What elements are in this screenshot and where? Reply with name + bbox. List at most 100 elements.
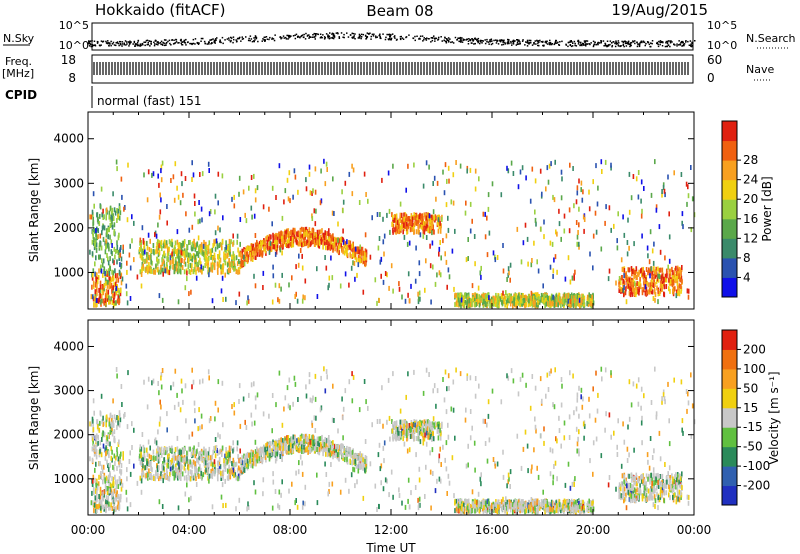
- power-echo: [382, 239, 385, 245]
- velocity-echo: [102, 491, 104, 497]
- power-echo: [294, 237, 297, 243]
- power-echo: [296, 298, 299, 304]
- power-echo: [677, 290, 679, 296]
- nsky-dot: [588, 43, 590, 45]
- nsky-dot: [472, 39, 474, 42]
- power-echo: [526, 236, 529, 242]
- nsky-dot: [438, 36, 440, 39]
- nsky-dot: [144, 44, 146, 47]
- power-echo: [337, 237, 339, 243]
- velocity-echo: [96, 508, 98, 514]
- power-echo: [131, 238, 133, 244]
- colorbar-tick-label: 24: [743, 173, 758, 187]
- nsky-dot: [447, 41, 450, 43]
- power-echo: [158, 250, 161, 256]
- nsky-dot: [289, 35, 291, 37]
- power-echo: [411, 226, 413, 232]
- power-echo: [96, 226, 98, 232]
- velocity-echo: [111, 495, 113, 501]
- power-echo: [433, 215, 436, 221]
- nsky-dot: [570, 41, 572, 43]
- nsky-dot: [96, 42, 99, 44]
- velocity-echo: [142, 463, 144, 469]
- power-echo: [98, 268, 100, 274]
- velocity-echo: [119, 480, 122, 486]
- power-echo: [437, 217, 440, 223]
- power-echo: [649, 282, 652, 288]
- power-echo: [308, 227, 311, 233]
- power-echo: [95, 231, 97, 236]
- nsky-dot: [674, 44, 676, 46]
- power-echo: [264, 240, 266, 245]
- power-echo: [195, 261, 198, 267]
- power-echo: [119, 252, 122, 258]
- power-echo: [580, 187, 582, 193]
- nsky-dot: [515, 44, 518, 46]
- power-echo: [362, 255, 364, 260]
- velocity-echo: [108, 421, 111, 427]
- power-echo: [447, 227, 450, 233]
- power-echo: [390, 263, 393, 269]
- power-echo: [388, 208, 391, 214]
- velocity-echo: [104, 447, 106, 453]
- velocity-echo: [100, 452, 103, 458]
- power-echo: [489, 298, 491, 304]
- nsky-dot: [116, 42, 119, 44]
- power-echo: [297, 262, 300, 268]
- power-echo: [244, 249, 246, 254]
- nave-label: Nave: [746, 63, 774, 76]
- power-echo: [112, 297, 115, 303]
- velocity-echo: [166, 462, 168, 468]
- power-echo: [95, 242, 98, 248]
- power-echo: [545, 297, 547, 303]
- nsky-dot: [501, 44, 503, 46]
- power-echo: [277, 236, 279, 242]
- velocity-echo: [102, 421, 104, 427]
- power-echo: [245, 247, 248, 252]
- power-echo: [154, 269, 156, 275]
- power-echo: [256, 251, 259, 257]
- power-echo: [569, 162, 571, 168]
- power-echo: [261, 250, 264, 256]
- power-echo: [386, 272, 388, 278]
- power-echo: [141, 250, 143, 256]
- power-echo: [521, 298, 524, 304]
- power-echo: [208, 255, 210, 261]
- freq-tick-top: 18: [61, 53, 76, 67]
- nsky-dot: [690, 44, 692, 47]
- power-echo: [104, 240, 106, 246]
- power-echo: [199, 218, 201, 224]
- power-echo: [531, 258, 533, 263]
- nsky-dot: [314, 33, 317, 35]
- nsky-dot: [282, 35, 285, 37]
- power-echo: [669, 288, 671, 294]
- power-echo: [274, 282, 277, 288]
- nsky-dot: [376, 36, 378, 38]
- nsky-dot: [479, 42, 481, 45]
- velocity-echo: [95, 492, 98, 498]
- nsky-dot: [606, 45, 608, 48]
- y-tick-label: 1000: [53, 265, 84, 279]
- nsky-dot: [389, 37, 391, 40]
- power-echo: [425, 223, 428, 229]
- power-echo: [279, 239, 282, 244]
- power-echo: [663, 188, 666, 194]
- velocity-echo: [177, 475, 179, 481]
- nsky-dot: [593, 44, 595, 47]
- nsky-dot: [434, 38, 436, 40]
- power-echo: [112, 191, 114, 197]
- power-echo: [506, 303, 508, 309]
- power-echo: [392, 163, 394, 169]
- power-echo: [691, 196, 694, 202]
- nsky-dot: [484, 42, 487, 45]
- velocity-echo: [160, 452, 163, 458]
- velocity-echo: [96, 441, 98, 447]
- nsky-dot: [490, 40, 492, 42]
- power-echo: [539, 168, 542, 174]
- power-echo: [393, 217, 396, 223]
- nsky-dot: [486, 38, 488, 41]
- power-echo: [548, 295, 551, 301]
- velocity-echo: [150, 461, 152, 466]
- nsky-dot: [265, 36, 268, 38]
- power-echo: [575, 199, 578, 205]
